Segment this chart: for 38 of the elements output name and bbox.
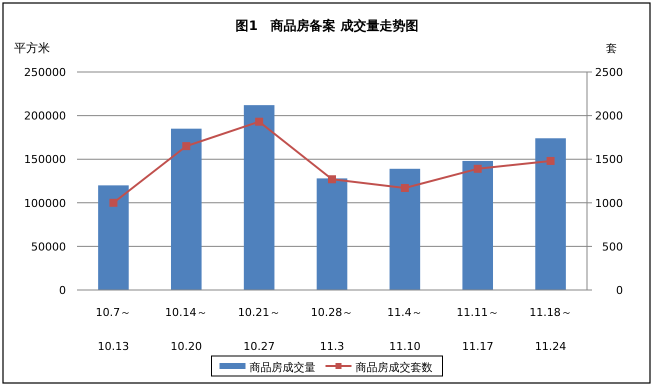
bar xyxy=(390,168,420,290)
legend-label: 商品房成交量 xyxy=(250,361,316,374)
y2-tick-label: 1000 xyxy=(595,196,623,210)
y2-tick-label: 0 xyxy=(616,284,623,297)
y2-tick-label: 500 xyxy=(602,240,623,254)
bar xyxy=(316,178,348,290)
y2-tick-label: 1500 xyxy=(595,153,623,166)
point xyxy=(400,184,409,192)
category-label: 10.7～ 10.13 xyxy=(96,306,132,354)
point xyxy=(328,175,336,184)
category-label: 11.4～ 11.10 xyxy=(387,306,423,354)
y-tick-label: 50000 xyxy=(31,240,66,254)
y2-tick-label: 2000 xyxy=(595,110,623,123)
y2-tick-label: 2500 xyxy=(595,66,623,79)
y-tick-label: 250000 xyxy=(24,66,66,79)
bar xyxy=(98,185,129,290)
point xyxy=(546,156,555,165)
bar xyxy=(170,128,202,290)
point xyxy=(109,198,118,207)
point xyxy=(255,118,264,126)
y-tick-label: 200000 xyxy=(24,110,66,123)
chart-title: 图1 商品房备案 成交量走势图 xyxy=(236,18,418,34)
bar xyxy=(244,105,274,290)
category-label: 10.28～ 11.3 xyxy=(310,306,354,354)
category-label: 10.14～ 10.20 xyxy=(165,306,208,354)
legend-label: 商品房成交套数 xyxy=(356,361,432,374)
y-axis-title: 平方米 xyxy=(14,41,50,55)
point xyxy=(182,142,190,150)
y2-axis-title: 套 xyxy=(606,42,617,55)
bar xyxy=(535,138,566,290)
point xyxy=(474,164,482,173)
category-label: 11.11～ 11.17 xyxy=(456,306,499,354)
bar xyxy=(462,160,494,290)
y-tick-label: 0 xyxy=(59,284,66,297)
y-tick-label: 150000 xyxy=(24,153,66,166)
y-tick-label: 100000 xyxy=(24,196,66,210)
category-label: 11.18～ 11.24 xyxy=(529,306,572,354)
category-label: 10.21～ 10.27 xyxy=(238,306,280,354)
